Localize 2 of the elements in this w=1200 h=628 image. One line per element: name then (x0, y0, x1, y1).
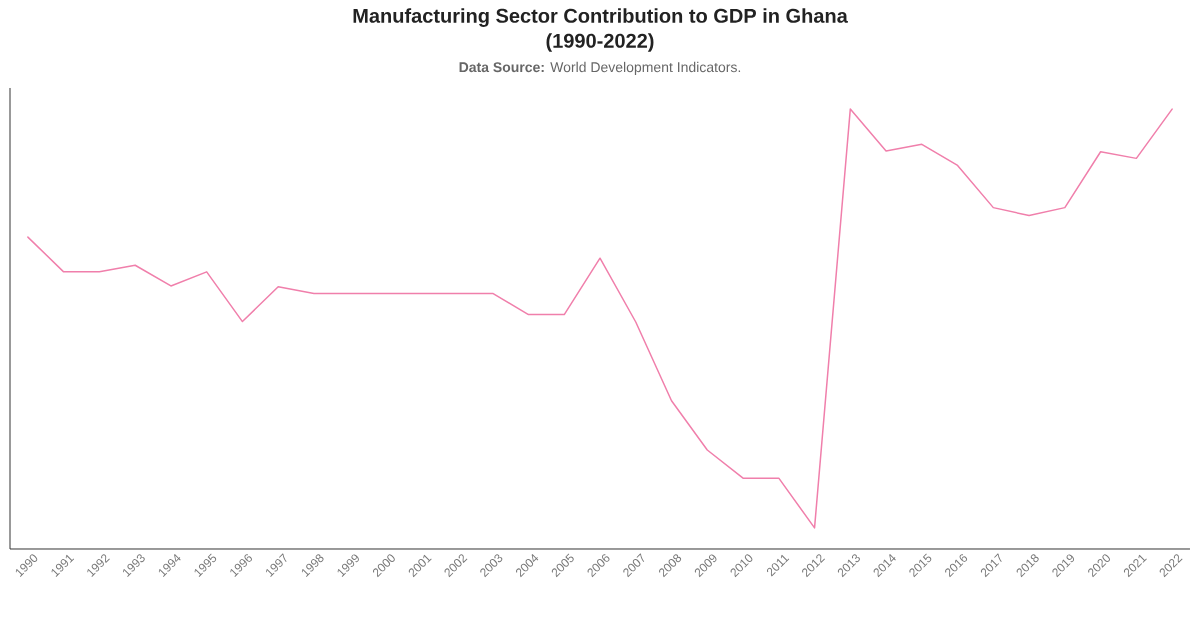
chart-subtitle: Data Source: World Development Indicators. (459, 61, 741, 75)
chart-title: Manufacturing Sector Contribution to GDP in Ghana (1990-2022) (353, 8, 848, 52)
